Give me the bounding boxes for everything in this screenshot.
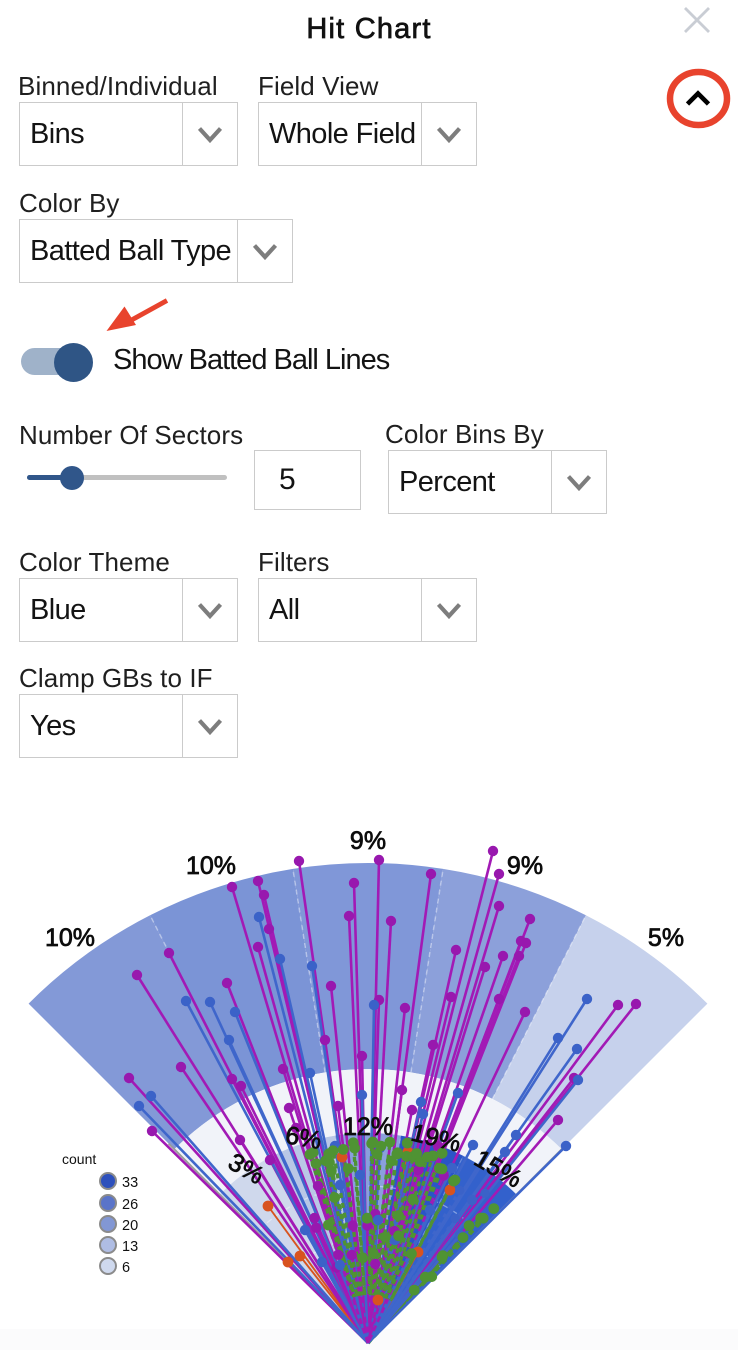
svg-text:9%: 9%	[507, 852, 543, 880]
svg-text:13: 13	[122, 1239, 138, 1255]
svg-text:20: 20	[122, 1218, 138, 1234]
svg-text:10%: 10%	[186, 852, 236, 880]
svg-text:26: 26	[122, 1197, 138, 1213]
svg-text:6: 6	[122, 1260, 130, 1276]
svg-text:5%: 5%	[648, 924, 684, 952]
svg-text:10%: 10%	[45, 924, 95, 952]
svg-text:33: 33	[122, 1175, 138, 1191]
svg-text:9%: 9%	[350, 827, 386, 855]
svg-text:12%: 12%	[343, 1113, 393, 1141]
svg-text:count: count	[62, 1151, 96, 1167]
svg-text:6%: 6%	[283, 1121, 323, 1155]
